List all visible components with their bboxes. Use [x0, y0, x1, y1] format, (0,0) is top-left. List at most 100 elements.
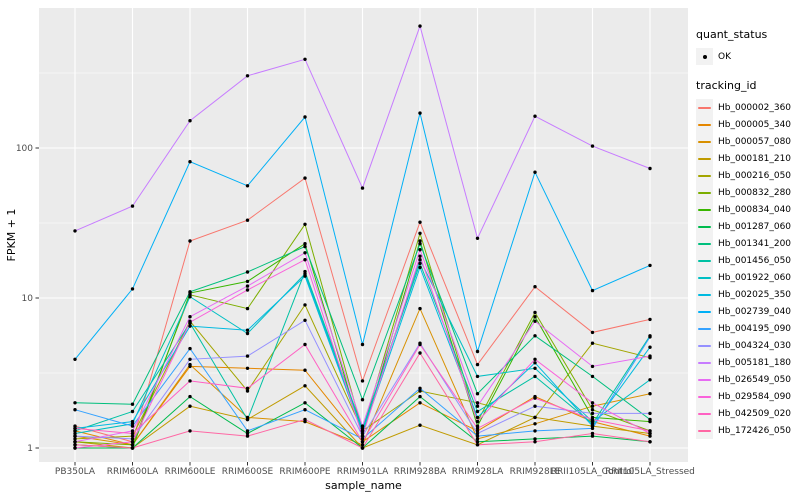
data-point [188, 362, 192, 367]
data-point [590, 330, 595, 335]
data-point [475, 426, 480, 431]
data-point [590, 404, 595, 408]
data-point [303, 401, 307, 405]
data-point [245, 74, 250, 78]
legend-item-label: Hb_026549_050 [718, 374, 792, 385]
data-point [303, 57, 307, 61]
data-point [360, 424, 365, 428]
data-point [130, 446, 135, 450]
data-point [590, 374, 595, 379]
line-swatch-icon [698, 378, 711, 381]
legend-tracking-id: tracking_id Hb_000002_360 Hb_000005_340 Hb… [696, 79, 800, 439]
data-point [648, 411, 652, 416]
legend-key [696, 150, 713, 167]
legend-item: Hb_000057_080 [696, 133, 800, 150]
line-swatch-icon [698, 259, 711, 262]
data-point [533, 429, 537, 433]
data-point [418, 24, 422, 28]
x-tick-label: RRII105LA_Control [551, 467, 634, 477]
data-point [130, 440, 135, 444]
data-point [188, 119, 192, 123]
data-point [533, 357, 537, 361]
data-point [418, 220, 422, 224]
black-point-icon [702, 54, 707, 59]
data-point [245, 284, 250, 288]
data-point [130, 204, 135, 208]
data-point [590, 411, 595, 416]
data-point [360, 443, 365, 447]
data-point [245, 366, 250, 370]
data-point [418, 239, 422, 243]
data-point [590, 434, 595, 438]
data-point [590, 431, 595, 436]
legend-item: Hb_002025_350 [696, 286, 800, 303]
data-point [648, 345, 652, 349]
data-point [475, 409, 480, 414]
data-point [360, 398, 365, 402]
data-point [245, 331, 250, 336]
data-point [303, 408, 307, 412]
legend-item-label: Hb_029584_090 [718, 391, 792, 402]
data-point [360, 434, 365, 438]
data-point [245, 218, 250, 222]
x-tick-label: RRIM928BA [394, 467, 447, 477]
data-point [303, 258, 307, 262]
data-point [475, 443, 480, 447]
line-swatch-icon [698, 157, 711, 160]
legend-item: Hb_000832_280 [696, 184, 800, 201]
data-point [590, 144, 595, 148]
data-point [245, 389, 250, 393]
data-point [648, 429, 652, 433]
data-point [648, 317, 652, 322]
data-point [188, 320, 192, 324]
data-point [188, 160, 192, 164]
legend-key [696, 184, 713, 201]
legend-key [696, 235, 713, 252]
legend-key [696, 388, 713, 405]
data-point [245, 279, 250, 284]
x-tick-label: RRIM600LE [165, 467, 216, 477]
data-point [303, 244, 307, 249]
x-tick-label: RRIM928LE [510, 467, 561, 477]
data-point [73, 431, 77, 436]
data-point [590, 288, 595, 293]
legend-key [696, 371, 713, 388]
y-axis-title: FPKM + 1 [5, 209, 18, 262]
legend-item: Hb_000005_340 [696, 116, 800, 133]
data-point [130, 443, 135, 447]
data-point [73, 357, 77, 361]
legend-item: Hb_002739_040 [696, 303, 800, 320]
legend-key [696, 405, 713, 422]
data-point [245, 434, 250, 438]
x-tick-label: RRIM600SE [222, 467, 274, 477]
data-point [418, 231, 422, 235]
line-swatch-icon [698, 174, 711, 177]
data-point [303, 368, 307, 372]
data-point [418, 342, 422, 347]
line-swatch-icon [698, 276, 711, 279]
x-tick-label: RRII105LA_Stressed [605, 467, 695, 477]
line-swatch-icon [698, 412, 711, 415]
y-tick-label: 1 [27, 444, 33, 454]
data-point [418, 386, 422, 390]
data-point [418, 306, 422, 311]
data-point [130, 431, 135, 436]
legend-key [696, 337, 713, 354]
data-point [418, 111, 422, 115]
plot-panel [39, 8, 688, 462]
legend-item: Hb_001456_050 [696, 252, 800, 269]
legend-ok-item: OK [696, 48, 800, 65]
data-point [130, 429, 135, 433]
legend-item: Hb_000834_040 [696, 201, 800, 218]
legend-tracking-id-title: tracking_id [696, 79, 757, 92]
data-point [418, 248, 422, 252]
data-point [475, 349, 480, 354]
legend-item: Hb_004324_030 [696, 337, 800, 354]
legend-item: Hb_029584_090 [696, 388, 800, 405]
data-point [418, 265, 422, 270]
data-point [648, 263, 652, 268]
data-point [533, 404, 537, 408]
legend-quant-status: quant_status OK [696, 28, 800, 65]
line-swatch-icon [698, 310, 711, 313]
